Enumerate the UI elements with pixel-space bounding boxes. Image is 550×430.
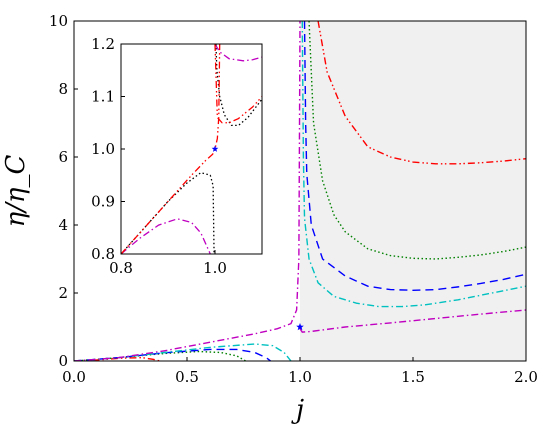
inset-x-tick-label-0: 0.8 (109, 259, 133, 277)
inset-star-marker (211, 145, 219, 152)
y-axis-label: η/η_C (1, 154, 31, 227)
main-y-tick-label-1: 2 (58, 284, 68, 302)
main-y-tick-label-0: 0 (58, 352, 68, 370)
main-shaded-region (300, 21, 526, 361)
inset-x-tick-label-1: 1.0 (203, 259, 227, 277)
inset-series-2-segment-0 (121, 44, 221, 254)
main-y-tick-label-4: 8 (58, 80, 68, 98)
inset-plot-area (121, 44, 262, 254)
inset-y-tick-label-2: 1.0 (91, 140, 115, 158)
main-series-4-segment-1 (299, 309, 526, 333)
main-series-3-segment-1 (301, 21, 526, 308)
main-x-tick-label-3: 1.5 (401, 368, 425, 386)
inset-y-tick-label-0: 0.8 (91, 245, 115, 263)
main-star-marker (296, 323, 304, 331)
inset-marker (211, 145, 219, 152)
main-series-2-segment-0 (74, 348, 272, 361)
main-series-0-segment-1 (317, 21, 526, 165)
main-series-2-segment-1 (303, 21, 526, 291)
inset-y-tick-label-1: 0.9 (91, 193, 115, 211)
main-x-tick-label-2: 1.0 (288, 368, 312, 386)
inset-series-2-segment-1 (214, 44, 262, 124)
main-series-1-segment-1 (308, 21, 526, 260)
inset-y-ticks: 0.8 0.9 1.0 1.1 1.2 (91, 35, 125, 263)
main-y-tick-label-2: 4 (58, 216, 68, 234)
main-x-ticks: 0.0 0.5 1.0 1.5 2.0 (62, 357, 538, 386)
main-series-4-segment-0 (74, 21, 301, 361)
inset-y-tick-label-3: 1.1 (91, 88, 115, 106)
main-x-tick-label-0: 0.0 (62, 368, 86, 386)
inset-y-tick-label-4: 1.2 (91, 35, 115, 53)
x-axis-label: j (291, 395, 304, 425)
main-y-tick-label-3: 6 (58, 148, 68, 166)
main-plot-area (74, 21, 526, 361)
inset-x-ticks: 0.8 1.0 (109, 250, 227, 277)
main-y-tick-label-5: 10 (49, 12, 68, 30)
inset-series-0-segment-1 (214, 44, 262, 62)
main-x-tick-label-1: 0.5 (175, 368, 199, 386)
main-x-tick-label-4: 2.0 (514, 368, 538, 386)
inset-series-0-segment-0 (121, 218, 211, 254)
inset-background (121, 44, 262, 254)
shaded-region-rect (300, 21, 526, 361)
main-y-ticks: 0 2 4 6 8 10 (49, 12, 78, 370)
main-marker (296, 323, 304, 331)
